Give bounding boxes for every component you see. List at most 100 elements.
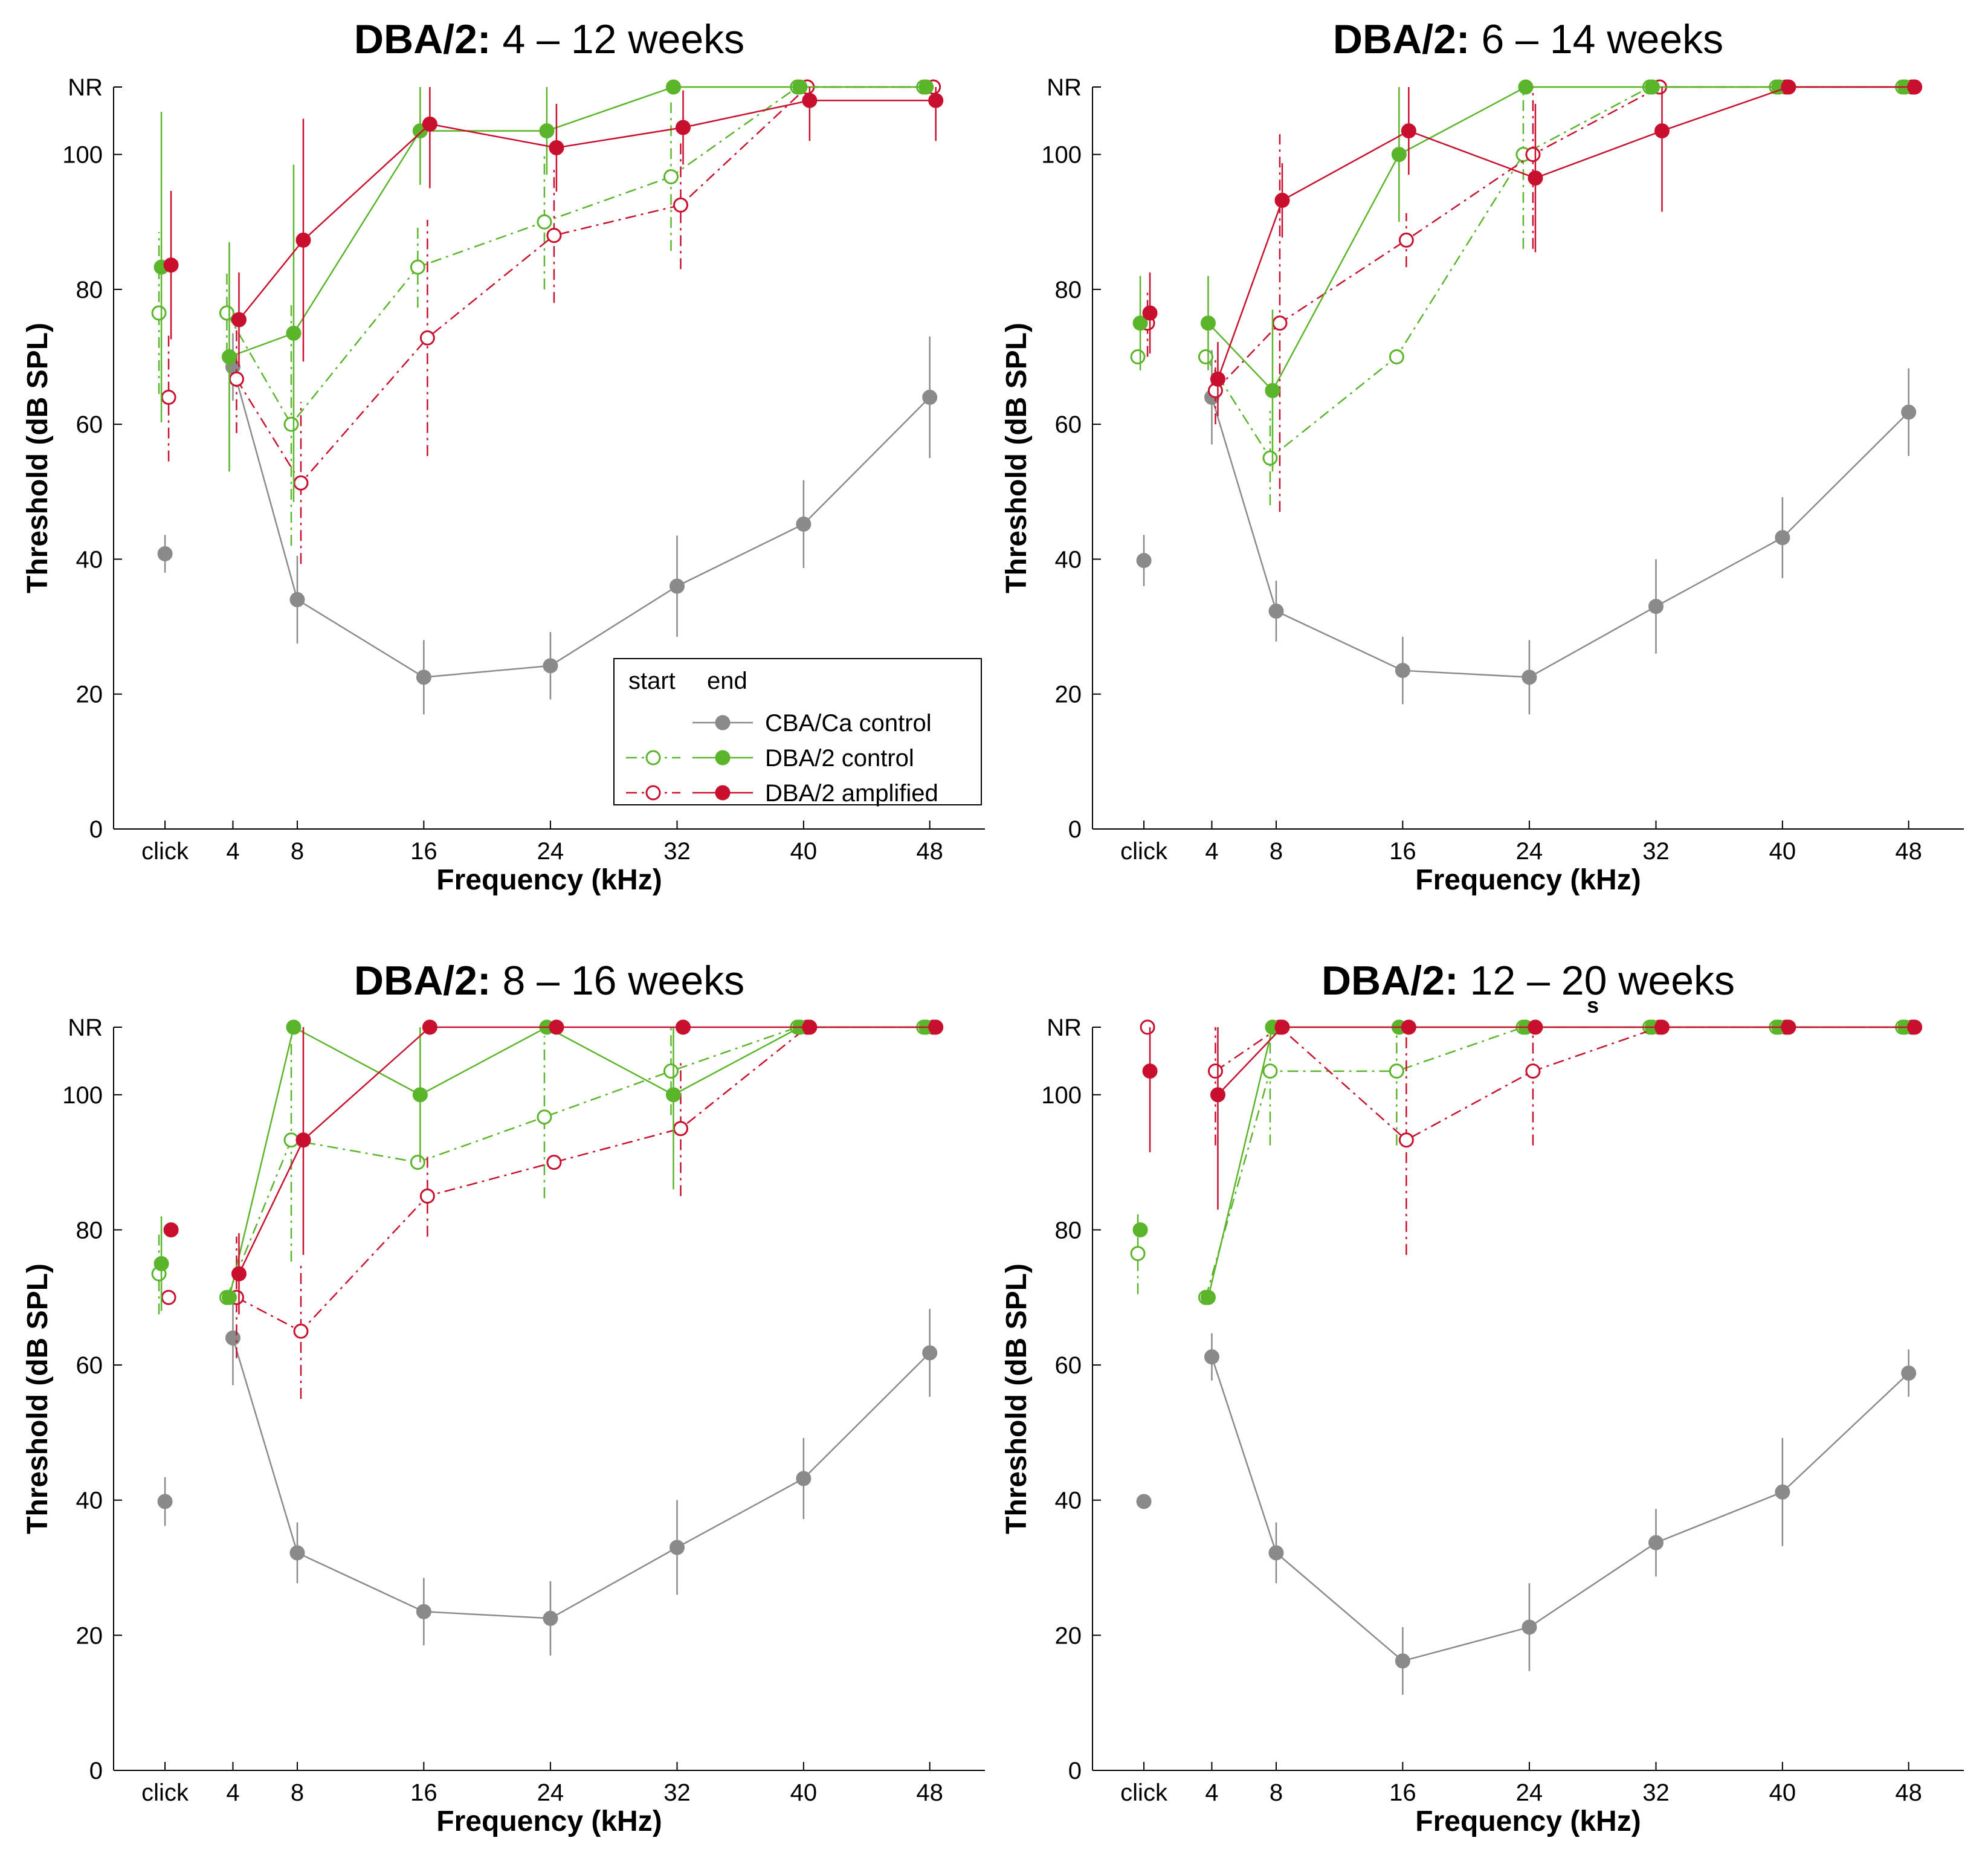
series-line [1207,1026,1905,1298]
data-point [1525,147,1541,163]
data-point [293,475,309,491]
x-tick-label: 40 [1769,1779,1796,1806]
x-tick-label: 4 [226,838,239,865]
data-point [543,658,558,674]
x-axis-label: Frequency (kHz) [436,864,662,896]
chart-title-bold: DBA/2: [1333,16,1470,62]
data-point [1648,599,1664,614]
chart-title-bold: DBA/2: [354,16,491,62]
data-point [675,120,691,135]
series-cba-end [1136,1333,1917,1695]
data-point [1401,1019,1416,1035]
y-tick-label: 0 [89,816,103,843]
data-point [1268,1545,1284,1561]
data-point [293,1323,309,1339]
data-point [1132,1222,1148,1237]
data-point [1142,305,1158,321]
series-dba-control-start [151,1019,932,1315]
data-point [1648,1535,1664,1550]
legend-start-marker [645,750,661,766]
data-point [549,140,564,155]
data-point [543,1610,558,1626]
data-point [1200,1289,1216,1305]
series-line [238,1026,936,1274]
data-point [1389,349,1404,365]
x-tick-label: 48 [1895,838,1922,865]
data-point [1130,1246,1146,1262]
data-point [546,228,562,244]
data-point [796,516,812,532]
data-point [283,416,299,432]
series-line [1211,1356,1909,1662]
data-point [231,312,247,327]
x-tick-label: 48 [916,838,943,865]
y-tick-label: 0 [89,1758,103,1784]
data-point [663,1063,679,1079]
data-point [295,232,311,248]
data-point [675,1019,691,1035]
data-point [163,257,179,273]
data-point [225,1330,240,1346]
chart-panel-4: DBA/2: 12 – 20 weeks 0 20 40 60 80 100 NR click 4… [1001,958,1964,1837]
x-tick-label: 32 [1642,838,1670,865]
data-point [918,79,934,95]
data-point [802,1019,818,1035]
data-point [412,1087,428,1103]
x-tick-label: 8 [1270,1779,1283,1806]
data-point [1528,170,1543,186]
data-point [157,546,173,562]
data-point [219,305,234,321]
chart-title: DBA/2: 4 – 12 weeks [354,16,744,62]
y-tick-label: NR [1047,1014,1082,1041]
data-point [286,1019,302,1035]
data-point [1132,315,1148,331]
series-line [1207,86,1905,392]
y-tick-label: 80 [1055,1217,1082,1244]
series-dba-amplified-end [1142,79,1923,416]
series-dba-amplified-start [1140,79,1920,512]
chart-title-rest: 8 – 16 weeks [491,958,745,1004]
y-tick-label: 100 [1041,142,1082,169]
data-point [673,197,688,213]
series-cba-end [1136,350,1917,715]
data-point [1140,1019,1155,1035]
x-tick-label: 4 [1205,838,1218,865]
y-tick-label: 100 [1041,1082,1082,1109]
data-point [1901,404,1917,420]
x-tick-label: 16 [410,1779,437,1806]
x-axis-label: Frequency (kHz) [1415,864,1641,896]
data-point [1907,79,1923,95]
legend-entry-label: CBA/Ca control [765,710,932,737]
x-tick-label: click [141,1779,189,1806]
data-point [161,390,176,405]
data-point [1401,123,1416,139]
data-point [673,1121,688,1137]
data-point [419,1189,435,1204]
data-point [416,1604,431,1619]
data-point [1142,1063,1158,1079]
data-point [539,123,555,139]
data-point [665,1087,681,1103]
data-point [422,116,437,132]
series-cba-end [157,1291,938,1656]
x-tick-label: click [141,838,189,865]
data-point [422,1019,437,1035]
x-tick-label: 4 [1205,1779,1218,1806]
y-axis-label: Threshold (dB SPL) [22,323,54,593]
stray-glyph: s [1587,993,1599,1018]
legend-start-marker [645,785,661,801]
chart-title-rest: 4 – 12 weeks [491,16,745,62]
series-line [226,1026,924,1298]
data-point [1522,1619,1537,1635]
data-point [231,1266,247,1282]
x-tick-label: 8 [1270,838,1283,865]
series-dba-amplified-end [1142,1019,1923,1210]
chart-title-bold: DBA/2: [1322,958,1459,1004]
data-point [221,1289,237,1305]
data-point [549,1019,564,1035]
y-tick-label: 60 [76,1352,103,1379]
data-point [546,1155,562,1170]
data-point [1274,193,1290,208]
